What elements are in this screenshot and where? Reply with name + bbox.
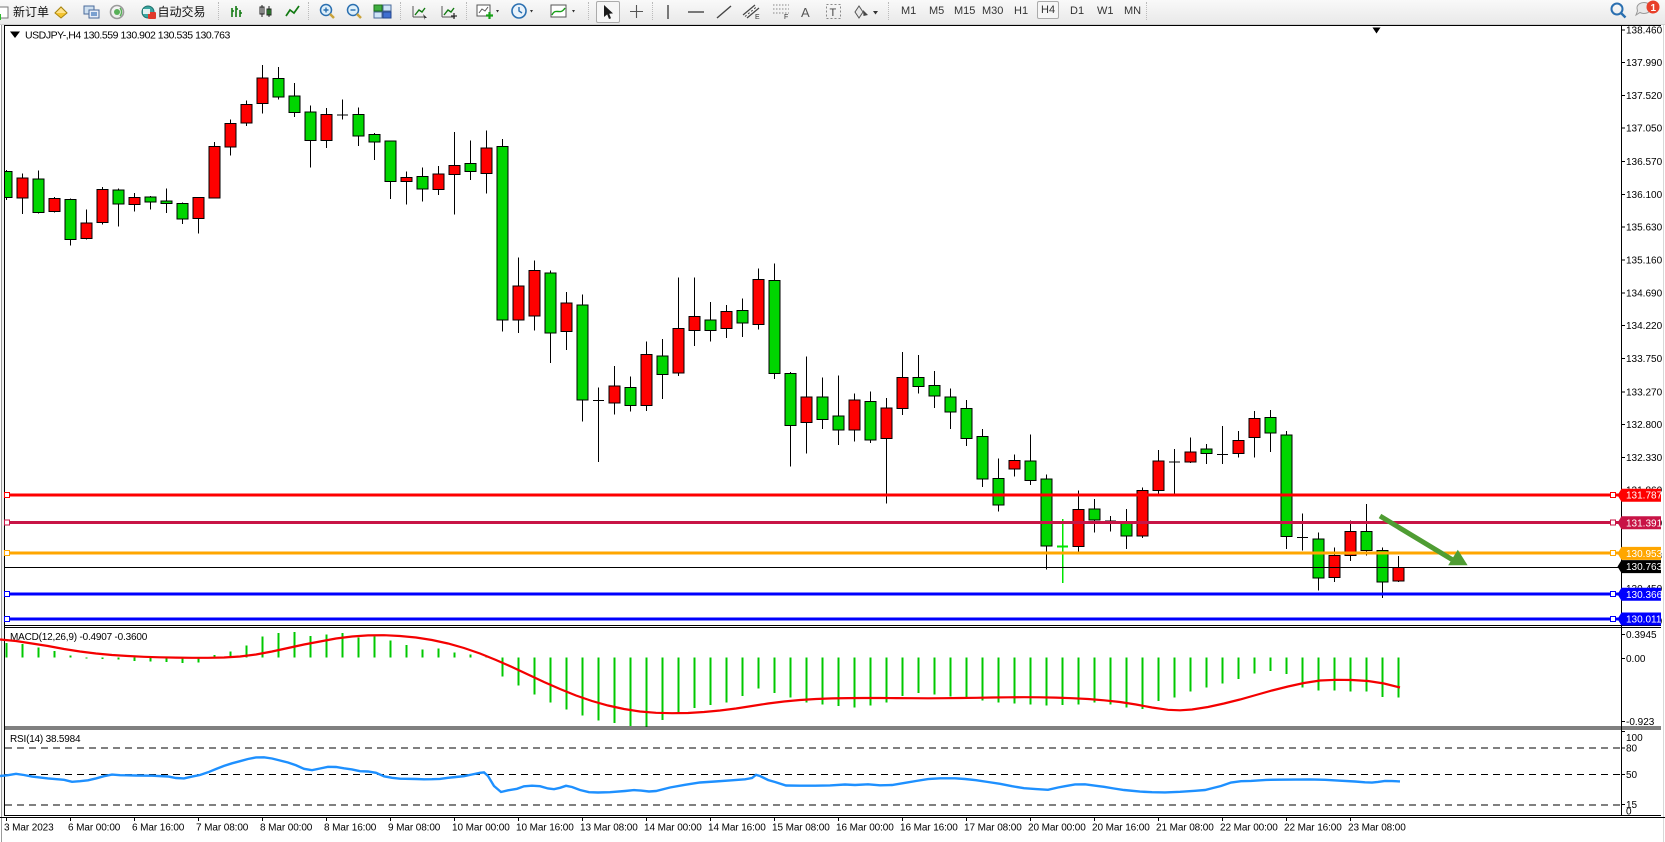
- svg-text:10 Mar 16:00: 10 Mar 16:00: [516, 823, 574, 834]
- svg-text:3 Mar 2023: 3 Mar 2023: [4, 823, 54, 834]
- svg-text:10 Mar 00:00: 10 Mar 00:00: [452, 823, 510, 834]
- svg-text:100: 100: [1626, 733, 1643, 744]
- svg-text:0.00: 0.00: [1626, 654, 1646, 665]
- svg-text:MACD(12,26,9) -0.4907 -0.3600: MACD(12,26,9) -0.4907 -0.3600: [10, 632, 148, 643]
- svg-text:0.3945: 0.3945: [1626, 630, 1657, 641]
- svg-text:8 Mar 00:00: 8 Mar 00:00: [260, 823, 313, 834]
- svg-text:USDJPY-,H4 130.559 130.902 13: USDJPY-,H4 130.559 130.902 130.535 130.7…: [25, 30, 230, 42]
- svg-text:130.366: 130.366: [1626, 590, 1663, 601]
- svg-text:7 Mar 08:00: 7 Mar 08:00: [196, 823, 249, 834]
- svg-text:134.690: 134.690: [1626, 288, 1663, 299]
- svg-text:6 Mar 16:00: 6 Mar 16:00: [132, 823, 185, 834]
- svg-text:1: 1: [1651, 3, 1657, 14]
- svg-text:130.763: 130.763: [1626, 562, 1663, 573]
- svg-text:133.270: 133.270: [1626, 387, 1663, 398]
- svg-text:T: T: [829, 7, 836, 19]
- svg-text:136.570: 136.570: [1626, 157, 1663, 168]
- svg-text:8 Mar 16:00: 8 Mar 16:00: [324, 823, 377, 834]
- svg-text:131.787: 131.787: [1626, 491, 1663, 502]
- svg-text:20 Mar 00:00: 20 Mar 00:00: [1028, 823, 1086, 834]
- svg-text:13 Mar 08:00: 13 Mar 08:00: [580, 823, 638, 834]
- svg-text:80: 80: [1626, 744, 1638, 755]
- svg-text:15: 15: [1626, 800, 1638, 811]
- svg-text:A: A: [801, 5, 810, 20]
- svg-text:E: E: [755, 14, 760, 20]
- svg-text:16 Mar 16:00: 16 Mar 16:00: [900, 823, 958, 834]
- svg-text:14 Mar 00:00: 14 Mar 00:00: [644, 823, 702, 834]
- svg-text:9 Mar 08:00: 9 Mar 08:00: [388, 823, 441, 834]
- svg-text:21 Mar 08:00: 21 Mar 08:00: [1156, 823, 1214, 834]
- svg-text:133.750: 133.750: [1626, 354, 1663, 365]
- svg-text:15 Mar 08:00: 15 Mar 08:00: [772, 823, 830, 834]
- svg-text:-0.923: -0.923: [1626, 717, 1655, 728]
- svg-text:0: 0: [1626, 806, 1632, 817]
- svg-text:14 Mar 16:00: 14 Mar 16:00: [708, 823, 766, 834]
- svg-text:135.160: 135.160: [1626, 256, 1663, 267]
- svg-text:22 Mar 16:00: 22 Mar 16:00: [1284, 823, 1342, 834]
- svg-text:20 Mar 16:00: 20 Mar 16:00: [1092, 823, 1150, 834]
- svg-text:137.520: 137.520: [1626, 91, 1663, 102]
- svg-text:131.391: 131.391: [1626, 518, 1663, 529]
- svg-text:16 Mar 00:00: 16 Mar 00:00: [836, 823, 894, 834]
- svg-text:138.460: 138.460: [1626, 25, 1663, 36]
- svg-text:130.011: 130.011: [1626, 615, 1662, 626]
- svg-text:F: F: [784, 14, 788, 20]
- svg-text:132.800: 132.800: [1626, 420, 1663, 431]
- svg-text:17 Mar 08:00: 17 Mar 08:00: [964, 823, 1022, 834]
- svg-text:RSI(14) 38.5984: RSI(14) 38.5984: [10, 734, 81, 745]
- svg-text:137.050: 137.050: [1626, 124, 1663, 135]
- svg-text:23 Mar 08:00: 23 Mar 08:00: [1348, 823, 1406, 834]
- svg-text:22 Mar 00:00: 22 Mar 00:00: [1220, 823, 1278, 834]
- svg-text:135.630: 135.630: [1626, 223, 1663, 234]
- svg-text:6 Mar 00:00: 6 Mar 00:00: [68, 823, 121, 834]
- svg-text:130.953: 130.953: [1626, 549, 1663, 560]
- svg-text:134.220: 134.220: [1626, 321, 1663, 332]
- svg-text:137.990: 137.990: [1626, 58, 1663, 69]
- svg-text:132.330: 132.330: [1626, 453, 1663, 464]
- svg-text:136.100: 136.100: [1626, 190, 1663, 201]
- svg-text:50: 50: [1626, 770, 1638, 781]
